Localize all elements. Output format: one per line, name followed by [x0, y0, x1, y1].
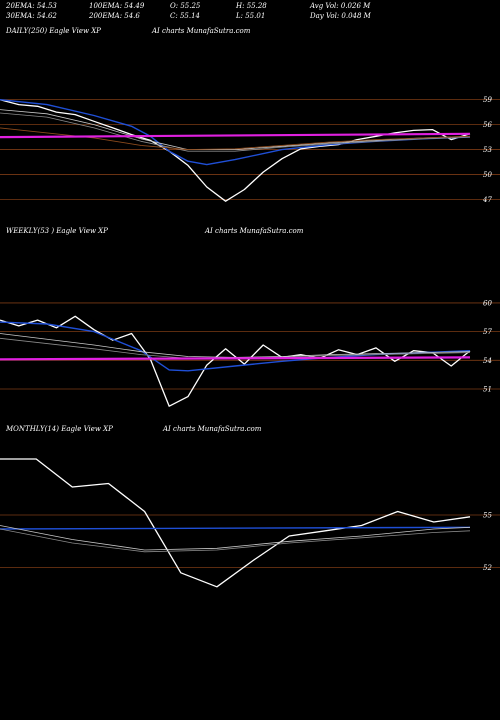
monthly-series-ema-short [0, 526, 471, 530]
daily-series-ema-long1 [0, 109, 471, 151]
hdr-high: H: 55.28 [236, 2, 267, 10]
hdr-ema20: 20EMA: 54.53 [6, 2, 57, 10]
weekly-tick-label-0: 60 [483, 299, 492, 307]
daily-series-price [0, 99, 471, 202]
hdr-dayvol: Day Vol: 0.048 M [310, 12, 371, 20]
monthly-series-price [0, 458, 471, 588]
daily-series-sma-magenta [0, 132, 471, 139]
weekly-watermark: AI charts MunafaSutra.com [205, 227, 304, 235]
weekly-series-ema-long1 [0, 333, 471, 358]
daily-series-ema-long2 [0, 112, 471, 152]
weekly-series-ema-long2 [0, 337, 471, 359]
daily-tick-label-3: 50 [483, 171, 492, 179]
weekly-tick-label-2: 54 [483, 357, 492, 365]
weekly-series-sma-magenta [0, 356, 471, 361]
daily-series-ema-brown [0, 127, 471, 151]
weekly-title: WEEKLY(53 ) Eagle View XP [6, 227, 108, 235]
hdr-close: C: 55.14 [170, 12, 200, 20]
monthly-series-ema-long2 [0, 528, 471, 553]
monthly-title: MONTHLY(14) Eagle View XP [6, 425, 113, 433]
daily-tick-label-0: 59 [483, 96, 492, 104]
monthly-watermark: AI charts MunafaSutra.com [163, 425, 262, 433]
weekly-tick-label-3: 51 [483, 385, 492, 393]
daily-title: DAILY(250) Eagle View XP [6, 27, 101, 35]
hdr-ema30: 30EMA: 54.62 [6, 12, 57, 20]
daily-tick-label-4: 47 [482, 196, 492, 204]
hdr-ema100: 100EMA: 54.49 [89, 2, 145, 10]
monthly-tick-label-1: 52 [483, 564, 492, 572]
daily-watermark: AI charts MunafaSutra.com [152, 27, 251, 35]
hdr-ema200: 200EMA: 54.6 [89, 12, 140, 20]
hdr-avgvol: Avg Vol: 0.026 M [310, 2, 371, 10]
daily-tick-label-2: 53 [483, 146, 492, 154]
hdr-low: L: 55.01 [236, 12, 266, 20]
hdr-open: O: 55.25 [170, 2, 201, 10]
daily-tick-label-1: 56 [483, 121, 492, 129]
weekly-tick-label-1: 57 [483, 328, 492, 336]
weekly-series-price [0, 315, 471, 407]
monthly-series-ema-long1 [0, 525, 471, 551]
monthly-tick-label-0: 55 [483, 512, 492, 520]
